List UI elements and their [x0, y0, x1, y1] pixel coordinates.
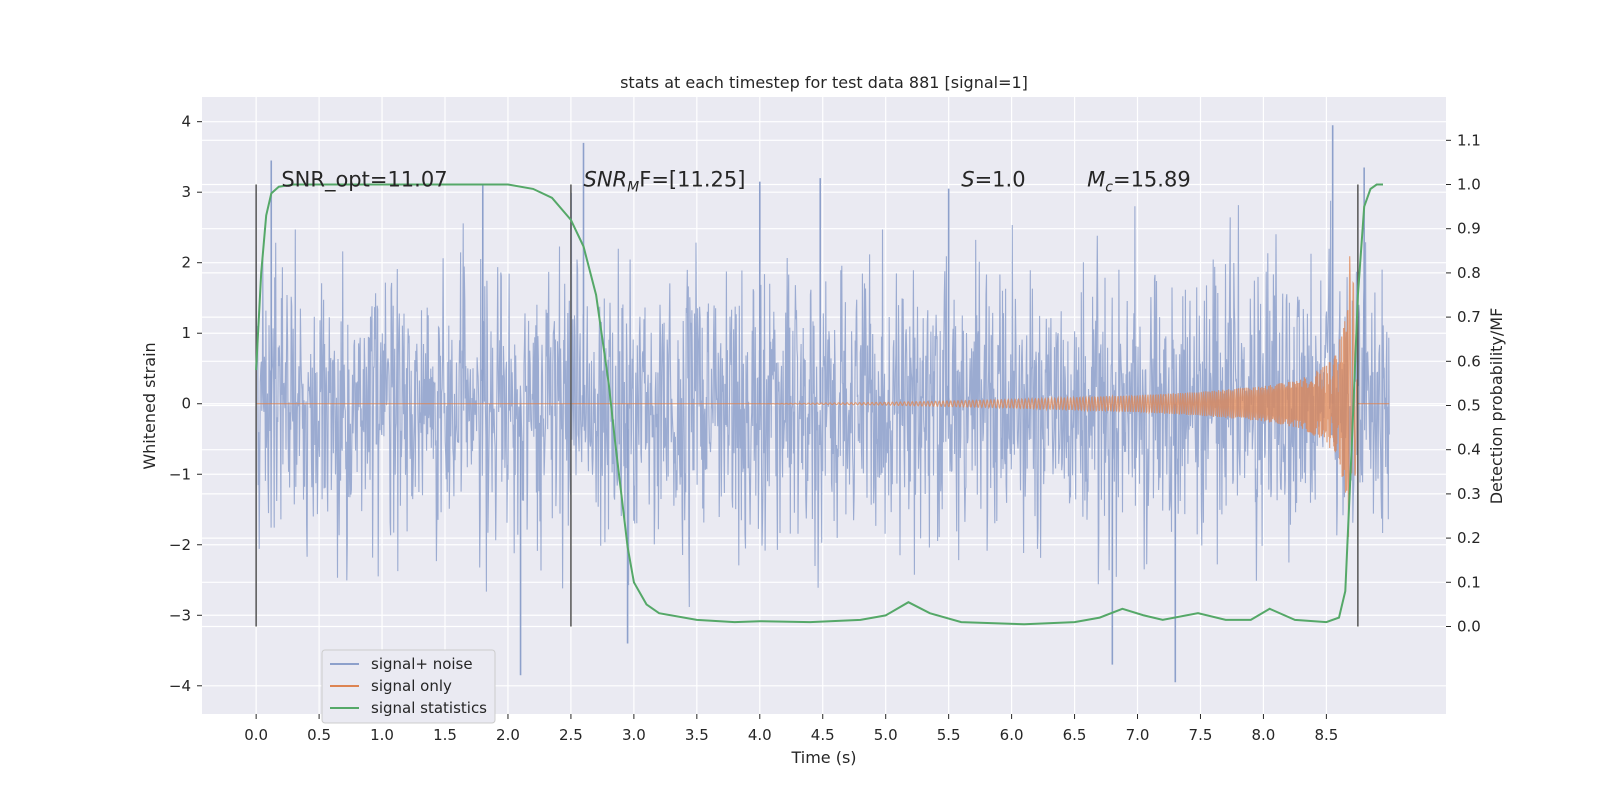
x-tick-label: 8.0 [1251, 726, 1275, 744]
annotation-text: S=1.0 [961, 168, 1025, 192]
y-tick-label: −3 [169, 606, 191, 624]
signal-only-line [256, 256, 1390, 538]
legend: signal+ noise signal only signal statist… [321, 649, 496, 724]
y2-tick-label: 0.4 [1457, 441, 1481, 459]
y2-tick-label: 0.2 [1457, 529, 1481, 547]
annotation-italic: S [961, 168, 974, 192]
annotation-subscript: M [627, 180, 639, 196]
y2-tick-label: 0.6 [1457, 352, 1481, 370]
y-tick-label: 1 [181, 324, 191, 342]
x-tick-label: 2.0 [496, 726, 520, 744]
annotation-part: F=[11.25] [639, 168, 745, 192]
x-tick-label: 3.0 [622, 726, 646, 744]
signal-noise-line [255, 192, 1390, 608]
x-tick-label: 6.5 [1063, 726, 1087, 744]
x-tick-label: 1.5 [433, 726, 457, 744]
annotation-part: =15.89 [1113, 168, 1191, 192]
chart-title: stats at each timestep for test data 881… [620, 73, 1028, 92]
signal-statistics-series [255, 183, 1383, 626]
legend-box [321, 649, 496, 724]
annotations: SNR_opt=11.07 SNRMF=[11.25] S=1.0 Mc=15.89 [281, 168, 1190, 196]
y-tick-label: −1 [169, 465, 191, 483]
x-axis-ticks: 0.0 0.5 1.0 1.5 2.0 2.5 3.0 3.5 4.0 4.5 5.0 5.5 6.0 6… [244, 714, 1338, 744]
x-tick-label: 3.5 [685, 726, 709, 744]
y2-axis-label: Detection probability/MF [1487, 308, 1506, 505]
x-tick-label: 4.0 [748, 726, 772, 744]
annotation-part: SNR_opt=11.07 [281, 168, 447, 193]
y-tick-label: −4 [169, 677, 191, 695]
annotation-text: SNRMF=[11.25] [584, 168, 746, 196]
annotation-text: SNR_opt=11.07 [281, 168, 447, 193]
x-tick-label: 0.5 [307, 726, 331, 744]
x-axis-label: Time (s) [790, 748, 856, 767]
y2-axis-ticks: 1.1 1.0 0.9 0.8 0.7 0.6 0.5 0.4 0.3 0.2 0.1 0.0 [1446, 131, 1481, 635]
annotation-italic: M [1087, 168, 1105, 192]
y2-tick-label: 1.0 [1457, 176, 1481, 194]
annotation-italic: SNR [584, 168, 628, 192]
y2-tick-label: 0.8 [1457, 264, 1481, 282]
y2-tick-label: 0.1 [1457, 573, 1481, 591]
annotation-subscript: c [1105, 180, 1113, 196]
x-tick-label: 8.5 [1314, 726, 1338, 744]
y2-tick-label: 1.1 [1457, 131, 1481, 149]
y-tick-label: 2 [181, 254, 191, 272]
x-tick-label: 5.0 [874, 726, 898, 744]
legend-label-noise: signal+ noise [371, 655, 473, 673]
x-tick-label: 7.0 [1126, 726, 1150, 744]
signal-noise-series [255, 125, 1390, 683]
x-tick-label: 5.5 [937, 726, 961, 744]
y2-tick-label: 0.5 [1457, 397, 1481, 415]
x-tick-label: 6.0 [1000, 726, 1024, 744]
y-tick-label: −2 [169, 536, 191, 554]
y-tick-label: 0 [181, 395, 191, 413]
annotation-text: Mc=15.89 [1087, 168, 1191, 196]
y2-tick-label: 0.9 [1457, 220, 1481, 238]
legend-label-stats: signal statistics [371, 699, 487, 717]
legend-label-signal: signal only [371, 677, 452, 695]
y2-tick-label: 0.3 [1457, 485, 1481, 503]
y-axis-ticks: 4 3 2 1 0 −1 −2 −3 −4 [169, 113, 202, 695]
y2-tick-label: 0.7 [1457, 308, 1481, 326]
y-tick-label: 3 [181, 183, 191, 201]
x-tick-label: 0.0 [244, 726, 268, 744]
signal-only-series [256, 256, 1390, 538]
signal-statistics-line [255, 183, 1383, 626]
annotation-part: =1.0 [975, 168, 1026, 192]
y-axis-label: Whitened strain [140, 342, 159, 469]
marker-vlines [255, 184, 1359, 627]
x-tick-label: 2.5 [559, 726, 583, 744]
y-tick-label: 4 [181, 113, 191, 131]
x-tick-label: 1.0 [370, 726, 394, 744]
y2-tick-label: 0.0 [1457, 617, 1481, 635]
x-tick-label: 4.5 [811, 726, 835, 744]
x-tick-label: 7.5 [1189, 726, 1213, 744]
